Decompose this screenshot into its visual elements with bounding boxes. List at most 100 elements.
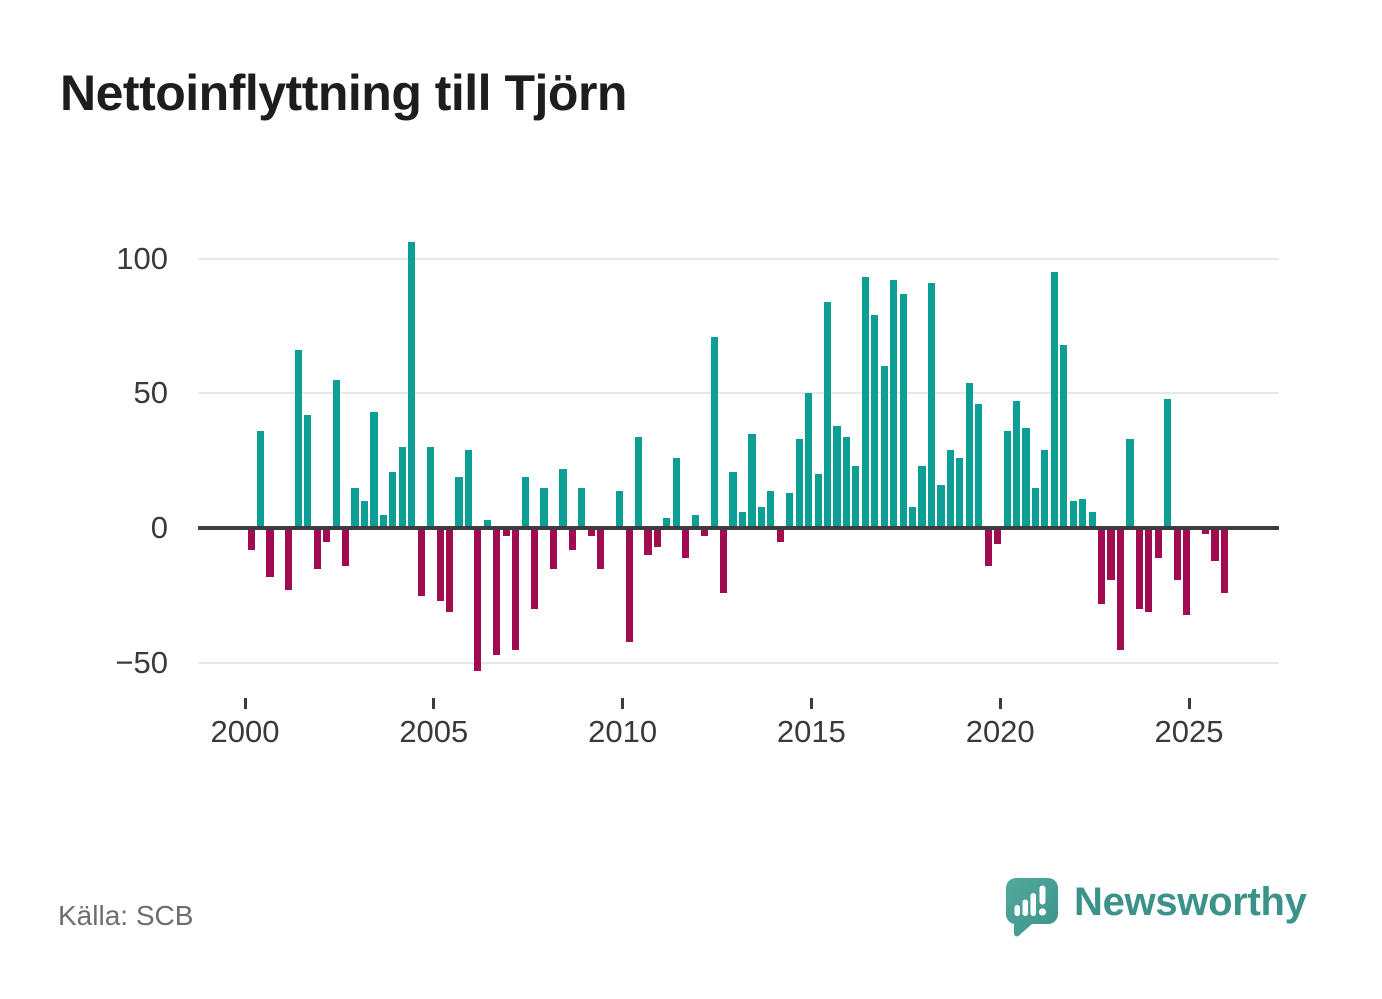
- y-axis-label-100: 100: [116, 240, 168, 276]
- bar-2018-q2: [937, 485, 945, 529]
- bar-2021-q3: [1060, 344, 1068, 529]
- bar-2006-q3: [493, 528, 501, 656]
- bar-2017-q2: [899, 293, 907, 529]
- logo-exclamation-bar: [1039, 885, 1046, 905]
- bar-2008-q1: [549, 528, 558, 569]
- x-axis-tick-2025: [1187, 698, 1191, 709]
- bar-2016-q4: [880, 366, 888, 529]
- x-axis-label-2000: 2000: [210, 714, 280, 749]
- bar-2024-q4: [1183, 528, 1191, 615]
- bar-2015-q3: [833, 425, 841, 529]
- bar-2009-q4: [616, 490, 624, 529]
- bar-2017-q1: [890, 280, 898, 529]
- bar-2012-q4: [729, 471, 737, 529]
- bar-2013-q2: [748, 433, 756, 529]
- bar-2022-q2: [1088, 512, 1096, 529]
- bar-2000-q2: [256, 431, 265, 529]
- bar-2003-q4: [389, 471, 397, 529]
- y-axis-label--50: −50: [115, 645, 168, 681]
- logo-exclamation-dot: [1038, 908, 1047, 916]
- gridline-y-100: [198, 257, 1279, 260]
- x-axis-label-2020: 2020: [965, 714, 1035, 749]
- x-axis-label-2015: 2015: [776, 714, 846, 749]
- bar-2018-q3: [946, 450, 954, 529]
- bar-2018-q4: [956, 458, 964, 529]
- bar-2007-q3: [531, 528, 539, 610]
- logo-bar-small: [1014, 905, 1020, 916]
- bar-2005-q3: [455, 477, 463, 529]
- bar-2022-q4: [1107, 528, 1115, 580]
- bar-2001-q4: [313, 528, 321, 569]
- x-axis-tick-2010: [621, 698, 625, 709]
- gridline-y-50: [198, 392, 1279, 395]
- bar-2023-q4: [1145, 528, 1153, 612]
- gridline-y--50: [198, 662, 1279, 665]
- bar-2003-q1: [360, 501, 369, 529]
- source-note: Källa: SCB: [58, 900, 194, 931]
- bar-2019-q3: [984, 528, 992, 567]
- bar-2008-q2: [559, 468, 567, 529]
- bar-2013-q4: [767, 490, 775, 529]
- bar-2010-q1: [625, 528, 633, 642]
- bar-2020-q1: [1003, 431, 1011, 529]
- bar-2017-q4: [918, 466, 926, 529]
- bar-2019-q2: [975, 404, 983, 529]
- bar-2000-q3: [266, 528, 274, 577]
- bar-2007-q4: [540, 487, 548, 529]
- bar-2013-q3: [757, 506, 765, 529]
- bar-2024-q3: [1173, 528, 1181, 580]
- logo-bar-large: [1030, 893, 1036, 916]
- bar-2008-q4: [578, 487, 586, 529]
- y-axis-label-0: 0: [150, 510, 168, 546]
- bar-2002-q2: [332, 379, 340, 529]
- newsworthy-speech-bubble-chart-icon: [1006, 878, 1058, 937]
- x-axis-label-2005: 2005: [399, 714, 469, 749]
- bar-2014-q3: [795, 439, 803, 529]
- brand-logo: Newsworthy: [1006, 878, 1307, 938]
- bar-2000-q1: [247, 528, 255, 550]
- bar-2025-q3: [1211, 528, 1219, 561]
- x-axis-label-2025: 2025: [1154, 714, 1224, 749]
- chart-title: Nettoinflyttning till Tjörn: [60, 65, 627, 121]
- bar-2004-q2: [408, 242, 416, 529]
- bar-2022-q3: [1098, 528, 1106, 604]
- bar-2004-q1: [398, 447, 406, 529]
- bar-2001-q2: [294, 350, 302, 529]
- bar-2006-q1: [474, 528, 482, 672]
- bar-2018-q1: [927, 282, 936, 529]
- zero-axis-line: [198, 526, 1279, 531]
- bar-2002-q1: [323, 528, 331, 542]
- x-axis-tick-2000: [243, 698, 247, 709]
- bar-2016-q3: [871, 315, 879, 529]
- bar-2002-q3: [342, 528, 350, 567]
- bar-2024-q2: [1164, 398, 1172, 529]
- bar-2011-q1: [663, 517, 671, 529]
- bar-2005-q1: [436, 528, 444, 602]
- bar-2015-q4: [842, 436, 851, 529]
- x-axis-tick-2015: [809, 698, 813, 709]
- bar-2006-q2: [483, 520, 491, 529]
- bar-2001-q3: [304, 414, 312, 529]
- bar-2016-q2: [861, 277, 869, 529]
- bar-2004-q3: [417, 528, 425, 596]
- bar-2005-q4: [464, 450, 473, 529]
- bar-2011-q4: [691, 514, 699, 529]
- bar-2021-q2: [1050, 271, 1058, 529]
- bar-2007-q1: [512, 528, 520, 650]
- bar-2012-q2: [710, 336, 718, 529]
- bar-2020-q3: [1022, 428, 1030, 529]
- bar-2014-q1: [776, 528, 784, 542]
- bar-2002-q4: [351, 487, 359, 529]
- bar-2003-q3: [379, 514, 387, 529]
- bar-2004-q4: [427, 447, 435, 529]
- bar-2006-q4: [502, 528, 510, 537]
- bar-2014-q2: [786, 493, 794, 529]
- bar-2019-q1: [965, 382, 973, 529]
- bar-2009-q2: [597, 528, 605, 569]
- bar-2019-q4: [994, 528, 1002, 545]
- bar-2010-q3: [644, 528, 652, 556]
- bar-2021-q4: [1069, 501, 1077, 529]
- brand-name: Newsworthy: [1074, 879, 1307, 924]
- bar-2020-q2: [1012, 401, 1021, 529]
- x-axis-label-2010: 2010: [588, 714, 658, 749]
